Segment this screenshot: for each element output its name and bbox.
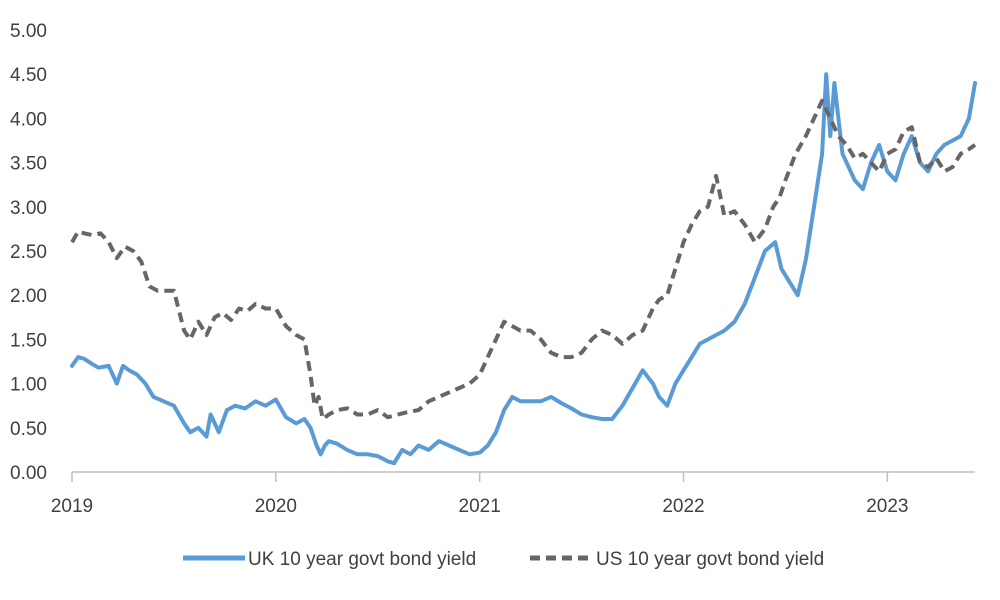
y-tick-label: 0.00: [10, 463, 47, 484]
y-tick-label: 4.50: [10, 65, 47, 86]
x-tick-label: 2021: [459, 496, 501, 517]
y-tick-label: 2.00: [10, 286, 47, 307]
legend: UK 10 year govt bond yield US 10 year go…: [183, 549, 824, 570]
y-axis-ticks: 0.00 0.50 1.00 1.50 2.00 2.50 3.00 3.50 4.00 4.50…: [10, 21, 47, 484]
y-tick-label: 1.00: [10, 375, 47, 396]
x-axis-ticks: 2019 2020 2021 2022 2023: [51, 472, 908, 517]
y-tick-label: 5.00: [10, 21, 47, 42]
y-tick-label: 4.00: [10, 109, 47, 130]
uk-yield-line: [70, 72, 977, 466]
y-tick-label: 3.50: [10, 154, 47, 175]
series-layer: [70, 72, 977, 466]
y-tick-label: 1.50: [10, 330, 47, 351]
y-tick-label: 3.00: [10, 198, 47, 219]
y-tick-label: 2.50: [10, 242, 47, 263]
us-yield-line: [70, 98, 977, 421]
legend-label-uk: UK 10 year govt bond yield: [248, 549, 476, 570]
x-tick-label: 2020: [255, 496, 297, 517]
x-tick-label: 2022: [662, 496, 704, 517]
x-tick-label: 2023: [866, 496, 908, 517]
legend-label-us: US 10 year govt bond yield: [596, 549, 824, 570]
x-tick-label: 2019: [51, 496, 93, 517]
y-tick-label: 0.50: [10, 419, 47, 440]
